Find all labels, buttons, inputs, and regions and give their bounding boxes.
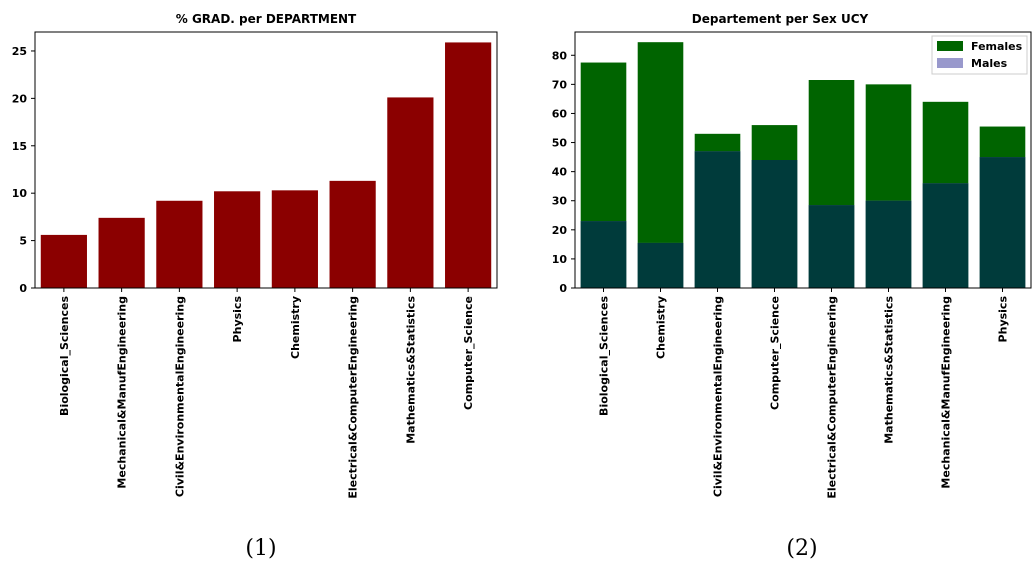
chart1-xtick-label-computer-science: Computer_Science [462, 296, 475, 410]
chart2-bar-overlap-electrical-computerengineering [808, 205, 855, 288]
chart2-ytick-label: 80 [552, 49, 568, 62]
chart1-ytick-label: 20 [12, 92, 28, 105]
chart1-ytick-label: 15 [12, 140, 27, 153]
chart2-ytick-label: 40 [552, 166, 568, 179]
chart1-ytick-label: 5 [19, 235, 27, 248]
chart2-ytick-label: 70 [552, 78, 568, 91]
chart2-frame [574, 31, 1032, 289]
chart2-bar-overlap-mechanical-manufengineering [922, 183, 969, 288]
chart1-frame [34, 31, 498, 289]
chart-department-per-sex: Departement per Sex UCY 0 10 20 30 40 50 60 70 8… [552, 12, 1032, 561]
chart2-ytick-label: 20 [552, 224, 568, 237]
chart2-bar-overlap-computer-science [751, 160, 798, 288]
chart2-ytick-label: 30 [552, 195, 568, 208]
chart2-xtick-label-mathematics-statistics: Mathematics&Statistics [883, 296, 896, 444]
chart2-x-axis: Biological_Sciences Chemistry Civil&Enviro… [598, 288, 1010, 499]
chart2-xtick-label-computer-science: Computer_Science [769, 296, 782, 410]
chart1-bars [40, 42, 492, 289]
chart1-bar-electrical-computerengineering [329, 180, 376, 288]
chart1-bar-mechanical-manufengineering [98, 217, 145, 288]
legend-label-males: Males [971, 57, 1008, 70]
chart2-xtick-label-electrical-computerengineering: Electrical&ComputerEngineering [826, 296, 839, 499]
chart1-xtick-label-civil-environmentalengineering: Civil&EnvironmentalEngineering [173, 296, 186, 497]
chart2-bar-overlap-biological-sciences [580, 221, 627, 288]
chart2-caption: (2) [786, 536, 817, 560]
chart2-xtick-label-civil-environmentalengineering: Civil&EnvironmentalEngineering [712, 296, 725, 497]
chart2-ytick-label: 0 [559, 282, 567, 295]
chart1-xtick-label-electrical-computerengineering: Electrical&ComputerEngineering [347, 296, 360, 499]
chart2-ytick-label: 50 [552, 137, 568, 150]
chart1-bar-physics [214, 191, 261, 288]
legend-label-females: Females [971, 40, 1023, 53]
chart1-xtick-label-chemistry: Chemistry [289, 296, 302, 359]
chart1-x-axis: Biological_Sciences Mechanical&ManufEngin… [58, 288, 475, 499]
chart1-title: % GRAD. per DEPARTMENT [176, 12, 357, 26]
chart1-ytick-label: 0 [19, 282, 27, 295]
chart1-bar-biological-sciences [40, 234, 87, 288]
chart2-legend: Females Males [931, 35, 1028, 75]
chart1-xtick-label-biological-sciences: Biological_Sciences [58, 296, 71, 416]
chart1-xtick-label-mathematics-statistics: Mathematics&Statistics [404, 296, 417, 444]
chart1-bar-chemistry [271, 190, 318, 288]
chart1-xtick-label-mechanical-manufengineering: Mechanical&ManufEngineering [116, 296, 129, 489]
chart2-title: Departement per Sex UCY [692, 12, 869, 26]
chart2-xtick-label-chemistry: Chemistry [655, 296, 668, 359]
chart-grad-per-department: % GRAD. per DEPARTMENT 0 5 10 15 20 25 Biolog… [12, 12, 498, 561]
chart2-xtick-label-biological-sciences: Biological_Sciences [598, 296, 611, 416]
chart2-y-axis: 0 10 20 30 40 50 60 70 80 [552, 49, 575, 295]
chart1-caption: (1) [245, 536, 276, 560]
chart1-y-axis: 0 5 10 15 20 25 [12, 45, 35, 295]
chart2-bars [580, 42, 1026, 289]
chart2-bar-overlap-chemistry [637, 242, 684, 288]
chart1-bar-civil-environmentalengineering [156, 200, 203, 288]
chart1-bar-mathematics-statistics [387, 97, 434, 288]
chart1-xtick-label-physics: Physics [231, 296, 244, 343]
chart2-bar-overlap-civil-environmentalengineering [694, 151, 741, 288]
chart1-ytick-label: 25 [12, 45, 27, 58]
chart2-xtick-label-mechanical-manufengineering: Mechanical&ManufEngineering [940, 296, 953, 489]
chart2-bar-overlap-mathematics-statistics [865, 200, 912, 288]
legend-swatch-females [937, 41, 963, 51]
chart1-bar-computer-science [445, 42, 492, 289]
chart2-ytick-label: 10 [552, 253, 568, 266]
legend-swatch-males [937, 58, 963, 68]
chart2-ytick-label: 60 [552, 107, 568, 120]
chart2-bar-overlap-physics [979, 157, 1026, 288]
chart2-xtick-label-physics: Physics [997, 296, 1010, 343]
chart1-ytick-label: 10 [12, 187, 28, 200]
